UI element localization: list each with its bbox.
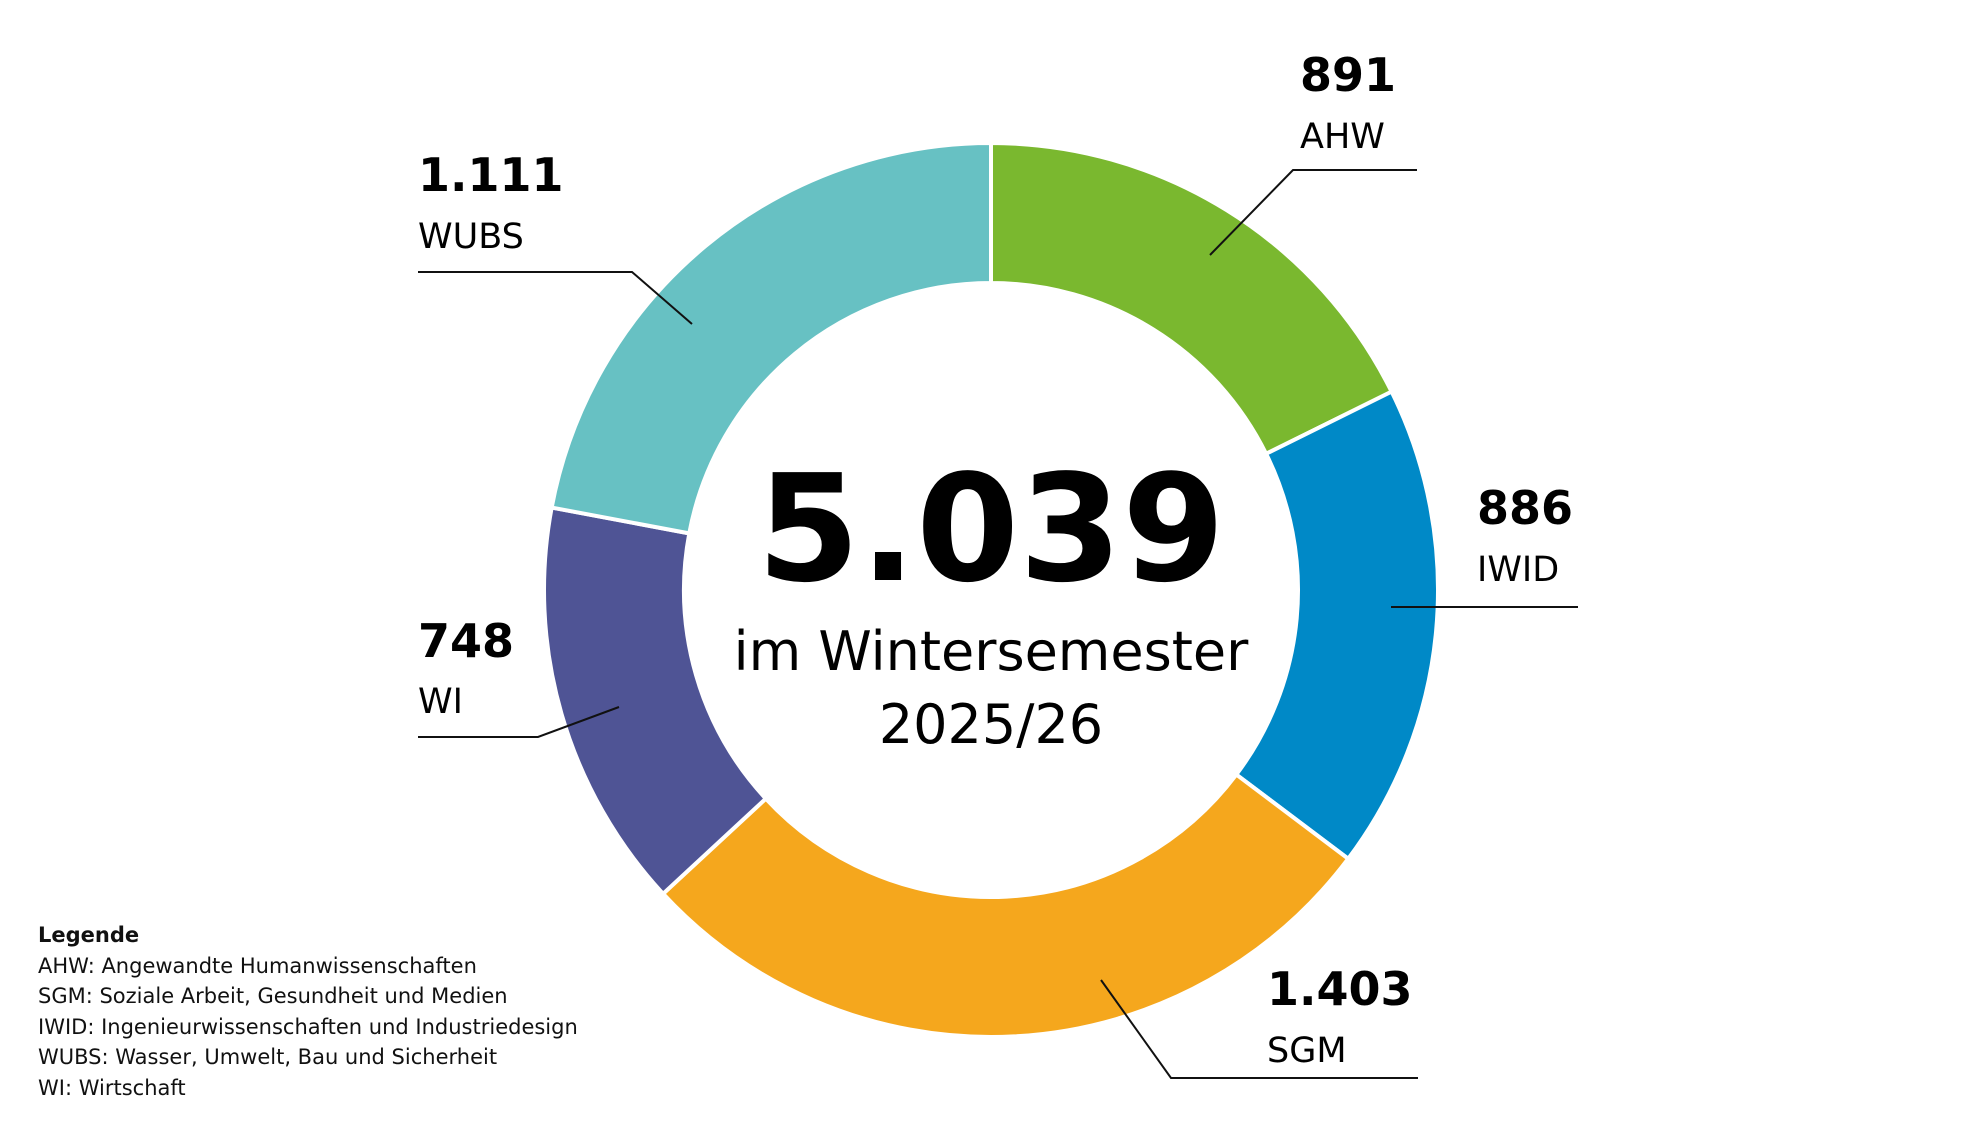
slice-wubs (549, 140, 993, 536)
slice-sgm (660, 771, 1352, 1039)
slice-value-iwid: 886 (1477, 481, 1573, 535)
slice-label-wubs: WUBS (418, 217, 524, 257)
leader-line-wubs (418, 271, 693, 325)
slice-label-iwid: IWID (1477, 550, 1559, 590)
center-total: 5.039 (757, 443, 1225, 615)
center-caption-line2: 2025/26 (879, 693, 1103, 756)
slice-ahw (989, 140, 1395, 457)
slice-iwid (1233, 388, 1440, 862)
slice-value-ahw: 891 (1300, 48, 1396, 102)
slice-value-wubs: 1.111 (418, 148, 564, 202)
slice-label-ahw: AHW (1300, 117, 1385, 157)
slice-value-wi: 748 (418, 614, 514, 668)
legend-item: WI: Wirtschaft (38, 1075, 186, 1100)
slice-label-sgm: SGM (1267, 1031, 1347, 1071)
slice-label-wi: WI (418, 682, 463, 722)
legend-title: Legende (38, 923, 140, 947)
leader-lines-group (418, 169, 1578, 1079)
slices-group (542, 140, 1440, 1039)
slice-value-sgm: 1.403 (1267, 962, 1413, 1016)
legend-item: AHW: Angewandte Humanwissenschaften (38, 953, 477, 978)
legend-item: SGM: Soziale Arbeit, Gesundheit und Medi… (38, 984, 508, 1008)
legend: Legende AHW: Angewandte Humanwissenschaf… (38, 920, 578, 1103)
legend-item: WUBS: Wasser, Umwelt, Bau und Sicherheit (38, 1045, 498, 1069)
leader-line-wi (418, 706, 620, 738)
legend-item: IWID: Ingenieurwissenschaften und Indust… (38, 1014, 578, 1039)
center-caption-line1: im Wintersemester (734, 620, 1250, 683)
leader-line-sgm (1100, 979, 1418, 1079)
slice-labels-group: 891 AHW 886 IWID 1.403 SGM 748 WI 1.111 WUBS (418, 48, 1573, 1071)
leader-line-ahw (1209, 169, 1417, 256)
